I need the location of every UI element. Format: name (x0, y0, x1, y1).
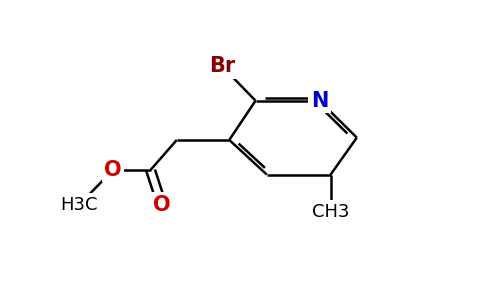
Text: Br: Br (209, 56, 235, 76)
Text: H3C: H3C (60, 196, 98, 214)
Text: CH3: CH3 (312, 202, 349, 220)
Text: O: O (153, 195, 170, 214)
Text: N: N (311, 91, 328, 111)
Text: O: O (104, 160, 122, 180)
